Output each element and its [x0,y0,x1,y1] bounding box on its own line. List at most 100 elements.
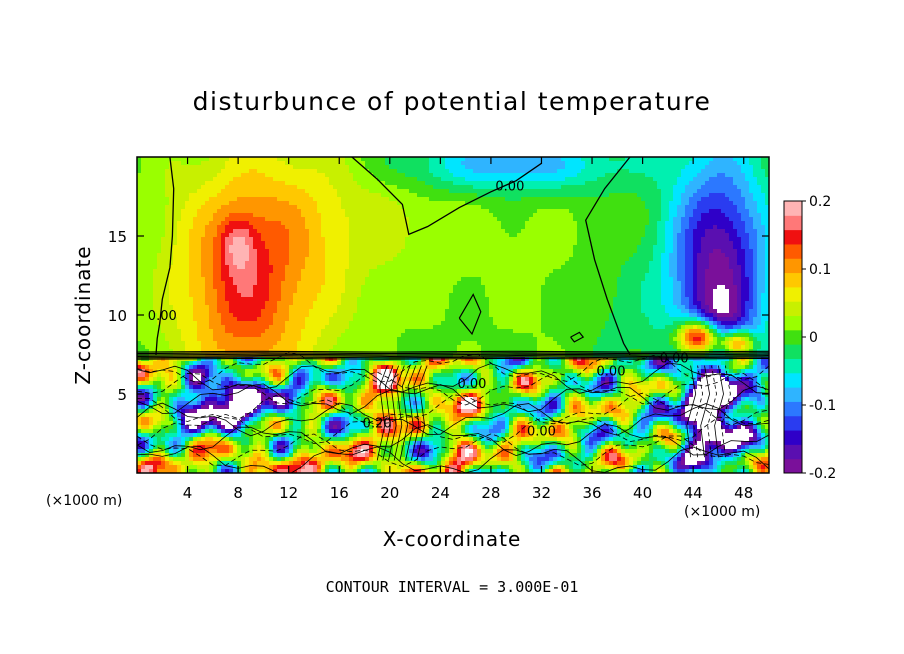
field-cell-1612 [265,197,270,202]
field-cell-3937 [717,253,722,258]
field-cell-283 [637,161,642,166]
field-cell-4867 [645,277,650,282]
field-cell-3926 [673,253,678,258]
field-cell-3149 [725,233,730,238]
field-cell-3009 [165,233,170,238]
field-cell-4242 [673,261,678,266]
field-cell-2151 [525,209,530,214]
field-cell-3077 [437,233,442,238]
field-cell-1754 [201,201,206,206]
field-cell-484 [177,169,182,174]
field-cell-2927 [469,229,474,234]
field-cell-2840 [753,225,758,230]
field-cell-3863 [421,253,426,258]
field-cell-2918 [433,229,438,234]
field-cell-3249 [493,237,498,242]
field-cell-981 [269,181,274,186]
field-cell-2113 [373,209,378,214]
field-cell-190 [265,161,270,166]
field-cell-4053 [549,257,554,262]
field-cell-4504 [457,269,462,274]
field-cell-4773 [269,277,274,282]
field-cell-2525 [757,217,762,222]
field-cell-1101 [749,181,754,186]
field-cell-697 [397,173,402,178]
field-cell-230 [425,161,430,166]
field-cell-2929 [477,229,482,234]
field-cell-4373 [565,265,570,270]
field-cell-4442 [209,269,214,274]
field-cell-3821 [253,253,258,258]
field-cell-2931 [485,229,490,234]
field-cell-2314 [545,213,550,218]
field-cell-2441 [421,217,426,222]
field-cell-3450 [665,241,670,246]
field-cell-562 [489,169,494,174]
field-cell-2654 [641,221,646,226]
field-cell-3309 [733,237,738,242]
field-cell-3123 [621,233,626,238]
field-cell-3808 [201,253,206,258]
field-cell-1613 [269,197,274,202]
field-cell-4148 [297,261,302,266]
field-cell-382 [401,165,406,170]
field-cell-2276 [393,213,398,218]
field-cell-1135 [253,185,258,190]
field-cell-3194 [273,237,278,242]
field-cell-897 [565,177,570,182]
field-cell-4251 [709,261,714,266]
field-cell-4039 [493,257,498,262]
field-cell-3186 [241,237,246,242]
field-cell-1112 [161,185,166,190]
field-cell-1080 [665,181,670,186]
field-cell-2924 [457,229,462,234]
field-cell-666 [273,173,278,178]
field-cell-820 [257,177,262,182]
field-cell-759 [645,173,650,178]
field-cell-3587 [581,245,586,250]
field-cell-2769 [469,225,474,230]
field-cell-3308 [729,237,734,242]
field-cell-4060 [577,257,582,262]
field-cell-2815 [653,225,658,230]
field-cell-4877 [685,277,690,282]
field-cell-2081 [245,209,250,214]
field-cell-3851 [373,253,378,258]
field-cell-1471 [333,193,338,198]
field-cell-4512 [489,269,494,274]
field-cell-4784 [313,277,318,282]
field-cell-3463 [717,241,722,246]
field-cell-4342 [441,265,446,270]
field-cell-432 [601,165,606,170]
field-cell-4491 [405,269,410,274]
field-cell-1205 [533,185,538,190]
field-cell-1333 [413,189,418,194]
field-cell-291 [669,161,674,166]
field-cell-3822 [257,253,262,258]
field-cell-4137 [253,261,258,266]
field-cell-4641 [373,273,378,278]
field-cell-3677 [309,249,314,254]
field-cell-3044 [305,233,310,238]
field-cell-3454 [681,241,686,246]
field-cell-2138 [473,209,478,214]
field-cell-1918 [225,205,230,210]
field-cell-1072 [633,181,638,186]
field-cell-1744 [161,201,166,206]
field-cell-4559 [677,269,682,274]
field-cell-3487 [181,245,186,250]
field-cell-821 [261,177,266,182]
field-cell-4000 [337,257,342,262]
field-cell-2516 [721,217,726,222]
field-cell-600 [641,169,646,174]
field-cell-867 [445,177,450,182]
field-cell-1742 [153,201,158,206]
field-cell-1417 [749,189,754,194]
field-cell-2687 [141,225,146,230]
field-cell-526 [345,169,350,174]
field-cell-1727 [725,197,730,202]
field-cell-4458 [273,269,278,274]
field-cell-1253 [725,185,730,190]
field-cell-4924 [241,281,246,286]
field-cell-2461 [501,217,506,222]
